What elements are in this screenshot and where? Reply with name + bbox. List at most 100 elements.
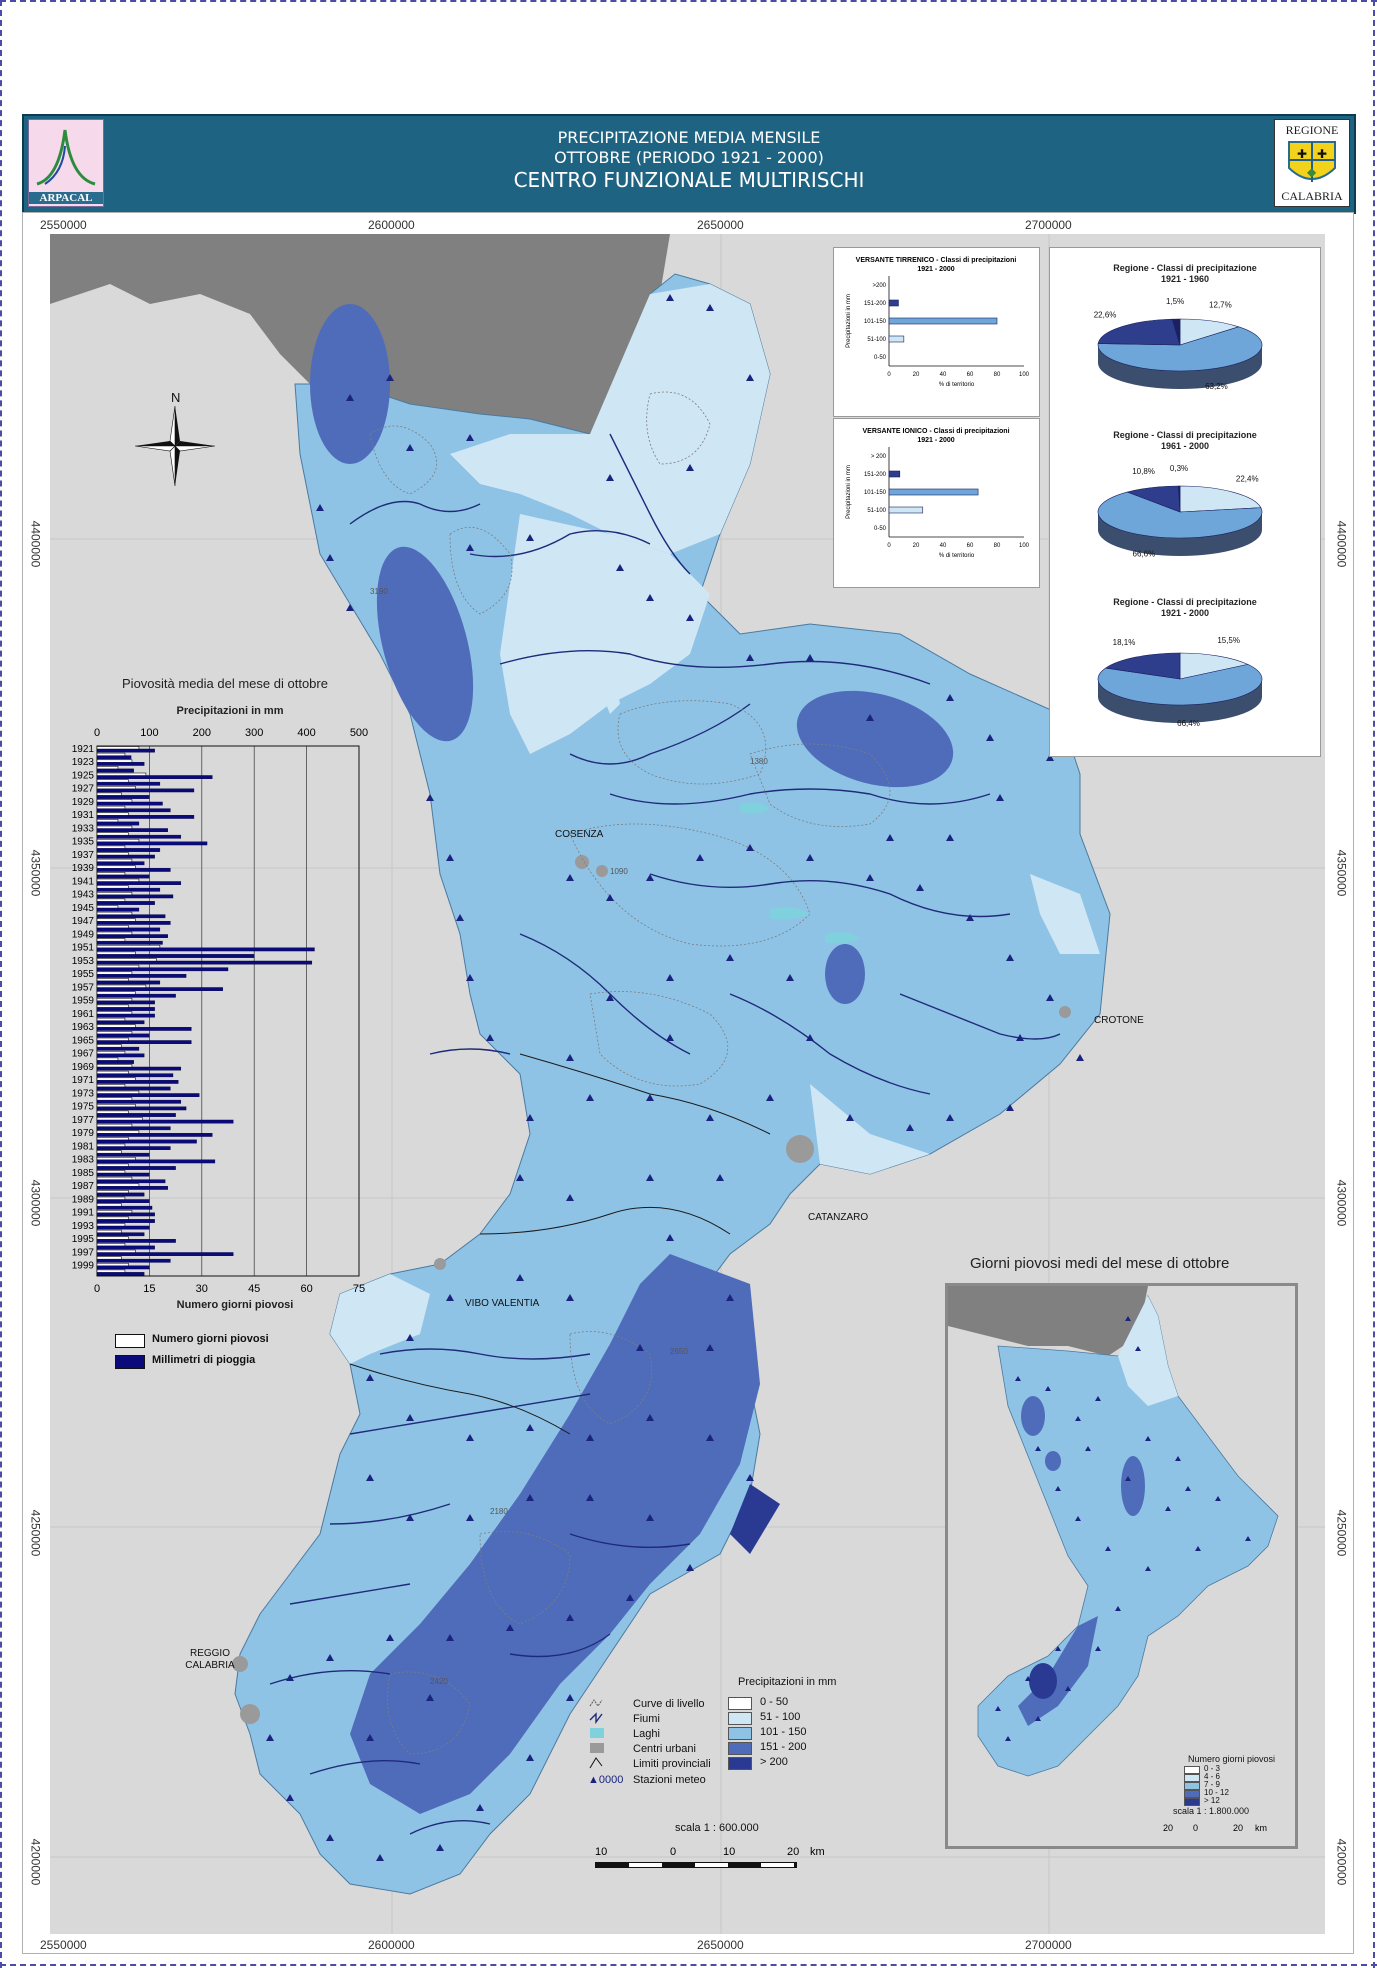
legend-label-urban: Centri urbani bbox=[633, 1743, 696, 1755]
history-bar-mm bbox=[96, 1007, 155, 1011]
history-bar-mm bbox=[96, 1073, 174, 1078]
history-bar-mm bbox=[96, 1166, 176, 1170]
page-dashed-left-border bbox=[0, 0, 2, 1968]
history-bar-mm bbox=[96, 1192, 145, 1197]
history-bar-mm bbox=[96, 967, 229, 972]
pie-slice bbox=[1104, 652, 1181, 680]
inset-scale-tick-0: 0 bbox=[1193, 1823, 1199, 1833]
history-bar-mm bbox=[96, 993, 176, 998]
pie-charts-panel: Regione - Classi di precipitazione 1921 -… bbox=[1049, 247, 1321, 757]
bar-chart-x-tick: 60 bbox=[967, 543, 974, 549]
pie-slice bbox=[1179, 652, 1249, 680]
history-bar-mm bbox=[96, 1232, 145, 1237]
history-bar-mm bbox=[96, 901, 155, 905]
inset-scale-tick-km: km bbox=[1255, 1823, 1267, 1833]
inset-class-swatch bbox=[1184, 1766, 1200, 1774]
inset-class-swatch bbox=[1184, 1774, 1200, 1782]
bar-chart-category-label: > 200 bbox=[871, 454, 887, 460]
precip-class-151-200-serre-aspromonte bbox=[350, 1254, 760, 1814]
precip-class-51-100-north bbox=[450, 284, 770, 554]
pie-slice-label: 66,6% bbox=[1133, 549, 1156, 558]
legend-label-rivers: Fiumi bbox=[633, 1713, 660, 1725]
history-year-label: 1953 bbox=[72, 956, 95, 967]
bar-chart-ionico: VERSANTE IONICO - Classi di precipitazio… bbox=[846, 428, 1030, 559]
pie-slice-label: 22,6% bbox=[1094, 310, 1117, 319]
station-legend-icon: ▲0000 bbox=[588, 1774, 624, 1786]
history-year-label: 1987 bbox=[72, 1181, 95, 1192]
scale-label-main: scala 1 : 600.000 bbox=[675, 1822, 759, 1834]
history-bar-mm bbox=[96, 1139, 197, 1144]
page-dashed-bottom-border bbox=[0, 1964, 1377, 1966]
history-bar-mm bbox=[96, 894, 174, 899]
precip-class-swatch bbox=[728, 1727, 752, 1740]
bar-chart-x-tick: 100 bbox=[1019, 372, 1030, 378]
history-year-label: 1927 bbox=[72, 784, 95, 795]
history-bar-mm bbox=[96, 947, 315, 952]
bar-chart-x-tick: 60 bbox=[967, 372, 974, 378]
scale-tick-10-right: 10 bbox=[723, 1846, 736, 1858]
inset-scale-label: scala 1 : 1.800.000 bbox=[1173, 1806, 1250, 1816]
history-bar-mm bbox=[96, 914, 166, 919]
inset-stations bbox=[995, 1316, 1251, 1741]
history-year-label: 1965 bbox=[72, 1035, 95, 1046]
history-bar-mm bbox=[96, 1219, 155, 1223]
bar-chart-x-tick: 20 bbox=[913, 372, 920, 378]
inset-class-label: 4 - 6 bbox=[1204, 1772, 1221, 1781]
x-coord-bottom-2: 2600000 bbox=[368, 1938, 415, 1952]
precip-class-label: > 200 bbox=[760, 1756, 788, 1768]
history-chart-title: Piovosità media del mese di ottobre bbox=[122, 676, 328, 691]
bar-chart-ylabel: Precipitazioni in mm bbox=[846, 294, 852, 348]
inset-scale-tick-20-left: 20 bbox=[1163, 1823, 1174, 1833]
y-coord-left-1: 4400000 bbox=[28, 520, 43, 568]
history-plot-frame bbox=[96, 745, 360, 1277]
history-year-label: 1989 bbox=[72, 1194, 95, 1205]
history-bar-mm bbox=[96, 1179, 166, 1184]
inset-class-10-12-b bbox=[1045, 1451, 1061, 1471]
pie-slice bbox=[1097, 326, 1263, 372]
bar-chart-x-tick: 80 bbox=[994, 543, 1001, 549]
history-bar-mm bbox=[96, 907, 140, 912]
regione-logo-bottom-text: CALABRIA bbox=[1281, 189, 1343, 203]
bar-chart-category-label: 151-200 bbox=[864, 472, 887, 478]
inset-legend-title: Numero giorni piovosi bbox=[1188, 1754, 1276, 1764]
history-bar-mm bbox=[96, 1053, 145, 1058]
inset-class-label: > 12 bbox=[1204, 1796, 1220, 1805]
y-coord-left-3: 4300000 bbox=[28, 1179, 43, 1227]
history-bar-mm bbox=[96, 1272, 145, 1276]
bar-chart-xlabel: % di territorio bbox=[939, 553, 975, 559]
x-coord-top-3: 2650000 bbox=[697, 218, 744, 232]
inset-class-10-12-c bbox=[1121, 1456, 1145, 1516]
history-bar-mm bbox=[96, 775, 213, 779]
x-coord-bottom-4: 2700000 bbox=[1025, 1938, 1072, 1952]
history-bar-mm bbox=[96, 1126, 171, 1131]
arpacal-logo-text: ARPACAL bbox=[29, 192, 103, 204]
rainfall-history-svg: Piovosità media del mese di ottobre Preci… bbox=[72, 676, 368, 1311]
history-year-label: 1967 bbox=[72, 1049, 95, 1060]
history-bar-mm bbox=[96, 1020, 145, 1025]
history-year-label: 1951 bbox=[72, 943, 95, 954]
pie-slice-label: 66,4% bbox=[1177, 719, 1200, 728]
history-bar-mm bbox=[96, 1033, 150, 1038]
history-year-label: 1947 bbox=[72, 916, 95, 927]
regione-calabria-logo: REGIONE ✚ ✚ ◆ CALABRIA bbox=[1274, 119, 1350, 207]
history-year-label: 1971 bbox=[72, 1075, 95, 1086]
legend-swatch-days bbox=[115, 1334, 145, 1348]
pie-slice-label: 15,5% bbox=[1217, 636, 1240, 645]
city-label-vibo-valentia: VIBO VALENTIA bbox=[465, 1298, 540, 1309]
legend-label-contours: Curve di livello bbox=[633, 1698, 705, 1710]
precip-class-151-200-sila-piccola bbox=[825, 944, 865, 1004]
history-bar-mm bbox=[96, 1106, 187, 1111]
history-year-label: 1949 bbox=[72, 929, 95, 940]
y-coord-right-4: 4250000 bbox=[1334, 1509, 1349, 1557]
history-year-label: 1969 bbox=[72, 1062, 95, 1073]
map-header: ARPACAL PRECIPITAZIONE MEDIA MENSILE OTT… bbox=[22, 114, 1356, 214]
history-year-label: 1941 bbox=[72, 876, 95, 887]
pie-title: Regione - Classi di precipitazione bbox=[1113, 597, 1257, 607]
header-title-line3: CENTRO FUNZIONALE MULTIRISCHI bbox=[513, 168, 865, 192]
precip-class-51-100-crotone bbox=[1030, 874, 1100, 954]
history-bottom-tick: 45 bbox=[248, 1283, 260, 1295]
history-top-tick: 500 bbox=[350, 727, 368, 739]
history-bar-mm bbox=[96, 1212, 155, 1217]
x-coord-top-2: 2600000 bbox=[368, 218, 415, 232]
